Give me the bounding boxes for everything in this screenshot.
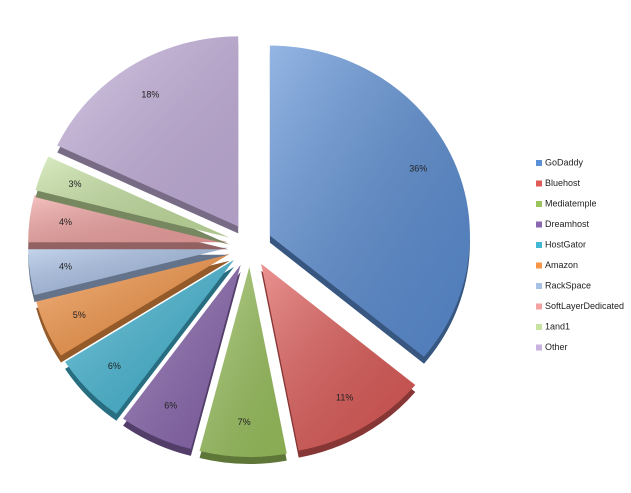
legend-label: HostGator xyxy=(545,239,586,249)
slice-shine xyxy=(123,264,241,449)
legend-swatch xyxy=(536,180,542,187)
legend-swatch xyxy=(536,344,542,351)
data-label: 7% xyxy=(238,417,251,427)
slice-group xyxy=(199,266,287,464)
slice-shine xyxy=(269,45,470,357)
legend-label: Mediatemple xyxy=(545,198,597,208)
data-label: 11% xyxy=(336,392,353,402)
data-label: 6% xyxy=(164,400,177,410)
data-label: 18% xyxy=(141,89,159,99)
slice-shine xyxy=(261,263,416,451)
slice-group xyxy=(269,45,470,364)
slice-shine xyxy=(57,36,239,227)
slice-group xyxy=(28,247,229,303)
legend-swatch xyxy=(536,324,542,330)
legend-label: GoDaddy xyxy=(545,157,584,167)
slice-shine xyxy=(36,253,230,356)
data-label: 3% xyxy=(68,179,81,189)
legend-swatch xyxy=(536,283,542,289)
slice-group xyxy=(35,156,230,245)
slice-shine xyxy=(28,247,229,296)
legend-label: SoftLayerDedicated xyxy=(545,301,624,311)
legend-label: Amazon xyxy=(545,260,578,270)
legend-swatch xyxy=(536,160,542,166)
legend-swatch xyxy=(536,221,542,228)
data-label: 6% xyxy=(108,361,121,371)
legend-swatch xyxy=(536,201,542,207)
legend-label: Other xyxy=(545,342,568,352)
slice-group xyxy=(65,260,234,421)
slice-shine xyxy=(65,260,234,414)
legend-swatch xyxy=(536,262,542,269)
slice-group xyxy=(123,264,241,456)
legend-swatch xyxy=(536,303,542,310)
slice-shine xyxy=(35,156,230,238)
slice-group xyxy=(36,253,230,363)
slice-group xyxy=(57,36,239,234)
slice-group xyxy=(261,263,416,458)
data-label: 4% xyxy=(59,262,72,272)
legend-label: RackSpace xyxy=(545,280,591,290)
legend-label: Dreamhost xyxy=(545,219,590,229)
legend-swatch xyxy=(536,242,542,248)
data-label: 36% xyxy=(409,164,427,174)
data-label: 5% xyxy=(73,310,86,320)
legend-label: 1and1 xyxy=(545,321,570,331)
legend-label: Bluehost xyxy=(545,178,581,188)
data-label: 4% xyxy=(59,217,72,227)
slice-shine xyxy=(199,266,287,457)
